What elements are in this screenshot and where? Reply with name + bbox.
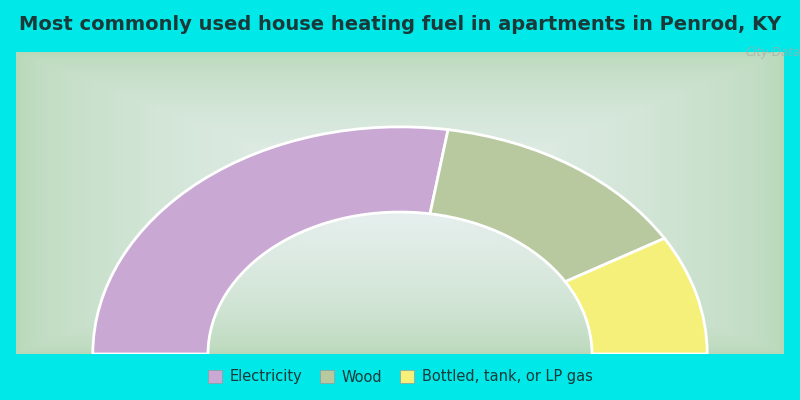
Text: City-Data.com: City-Data.com	[746, 46, 800, 59]
Wedge shape	[430, 130, 665, 282]
Wedge shape	[566, 238, 707, 354]
Wedge shape	[93, 127, 448, 354]
Text: Most commonly used house heating fuel in apartments in Penrod, KY: Most commonly used house heating fuel in…	[19, 16, 781, 34]
Legend: Electricity, Wood, Bottled, tank, or LP gas: Electricity, Wood, Bottled, tank, or LP …	[202, 364, 598, 390]
